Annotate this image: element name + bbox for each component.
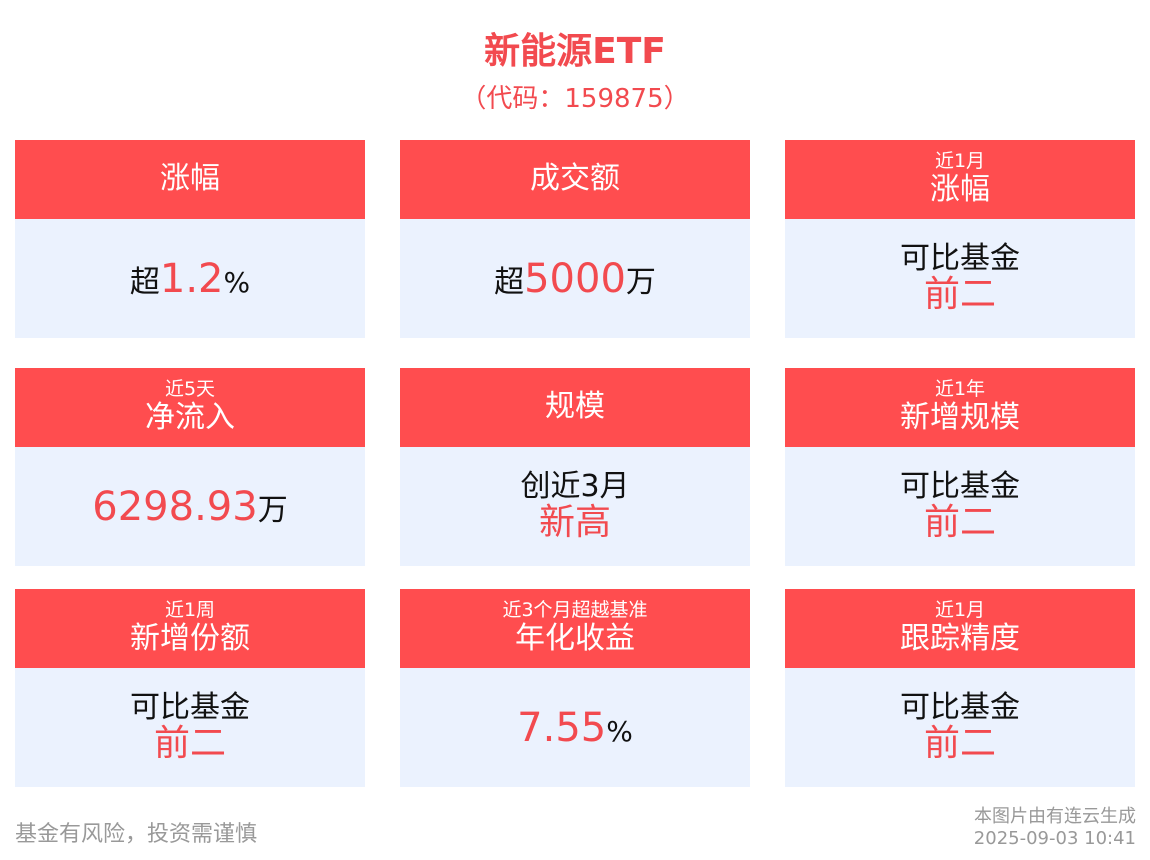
card-label: 跟踪精度: [900, 621, 1020, 657]
card-line1: 创近3月: [520, 469, 630, 505]
card-label: 规模: [545, 389, 605, 425]
card-value: 5000: [524, 255, 626, 302]
card-label: 涨幅: [930, 172, 990, 208]
card-body: 超1.2%: [15, 219, 365, 338]
card-body: 超5000万: [400, 219, 750, 338]
card-label: 成交额: [530, 161, 620, 197]
card-period: 近3个月超越基准: [502, 599, 648, 622]
card-header: 近1周 新增份额: [15, 589, 365, 668]
value-prefix: 超: [129, 264, 160, 300]
source-text: 本图片由有连云生成: [974, 806, 1136, 827]
page-title: 新能源ETF: [484, 31, 666, 72]
card-body: 6298.93万: [15, 447, 365, 566]
card-header: 近1月 涨幅: [785, 140, 1135, 219]
card-value: 1.2: [159, 255, 224, 302]
card-label: 新增规模: [900, 400, 1020, 436]
card-period: 近1年: [934, 378, 986, 401]
value-unit: %: [606, 714, 633, 748]
timestamp: 2025-09-03 10:41: [973, 827, 1136, 849]
card-line2: 新高: [538, 502, 611, 544]
metric-card: 近1月 跟踪精度 可比基金 前二: [785, 589, 1135, 787]
metric-card: 成交额超5000万: [400, 140, 750, 338]
card-header: 近3个月超越基准 年化收益: [400, 589, 750, 668]
card-line1: 可比基金: [900, 469, 1020, 505]
card-header: 涨幅: [15, 140, 365, 219]
card-body: 可比基金 前二: [785, 447, 1135, 566]
card-header: 规模: [400, 368, 750, 447]
value-unit: 万: [625, 264, 656, 300]
card-label: 新增份额: [130, 621, 250, 657]
card-period: 近5天: [164, 378, 216, 401]
card-body: 可比基金 前二: [785, 668, 1135, 787]
fund-code: （代码：159875）: [460, 84, 690, 114]
card-header: 近5天 净流入: [15, 368, 365, 447]
card-body: 可比基金 前二: [15, 668, 365, 787]
card-period: 近1月: [934, 599, 986, 622]
card-line1: 可比基金: [900, 690, 1020, 726]
card-label: 净流入: [145, 400, 235, 436]
footer-source: 本图片由有连云生成 2025-09-03 10:41: [974, 806, 1136, 849]
metric-card: 规模创近3月 新高: [400, 368, 750, 566]
card-line1: 可比基金: [130, 690, 250, 726]
card-line2: 前二: [923, 274, 996, 316]
card-line2: 前二: [923, 502, 996, 544]
value-unit: %: [223, 265, 251, 299]
value-prefix: 超: [494, 264, 525, 300]
metric-card: 近1年 新增规模 可比基金 前二: [785, 368, 1135, 566]
card-value-line: 6298.93万: [92, 485, 287, 529]
card-period: 近1月: [934, 150, 986, 173]
card-value-line: 超5000万: [494, 257, 656, 301]
card-header: 成交额: [400, 140, 750, 219]
card-value-line: 超1.2%: [130, 257, 250, 301]
card-line1: 可比基金: [900, 241, 1020, 277]
card-period: 近1周: [164, 599, 216, 622]
card-header: 近1年 新增规模: [785, 368, 1135, 447]
metric-card: 涨幅超1.2%: [15, 140, 365, 338]
card-line2: 前二: [923, 723, 996, 765]
card-value: 7.55: [517, 704, 607, 751]
metric-card: 近5天 净流入 6298.93万: [15, 368, 365, 566]
card-value: 6298.93: [92, 483, 258, 530]
card-header: 近1月 跟踪精度: [785, 589, 1135, 668]
risk-disclaimer: 基金有风险，投资需谨慎: [15, 822, 258, 847]
metric-card: 近1月 涨幅 可比基金 前二: [785, 140, 1135, 338]
card-body: 7.55%: [400, 668, 750, 787]
value-unit: 万: [257, 492, 288, 528]
metric-card: 近1周 新增份额 可比基金 前二: [15, 589, 365, 787]
card-body: 可比基金 前二: [785, 219, 1135, 338]
card-label: 涨幅: [160, 161, 220, 197]
metric-card: 近3个月超越基准 年化收益 7.55%: [400, 589, 750, 787]
card-line2: 前二: [153, 723, 226, 765]
card-label: 年化收益: [515, 621, 635, 657]
card-body: 创近3月 新高: [400, 447, 750, 566]
card-value-line: 7.55%: [517, 706, 633, 750]
